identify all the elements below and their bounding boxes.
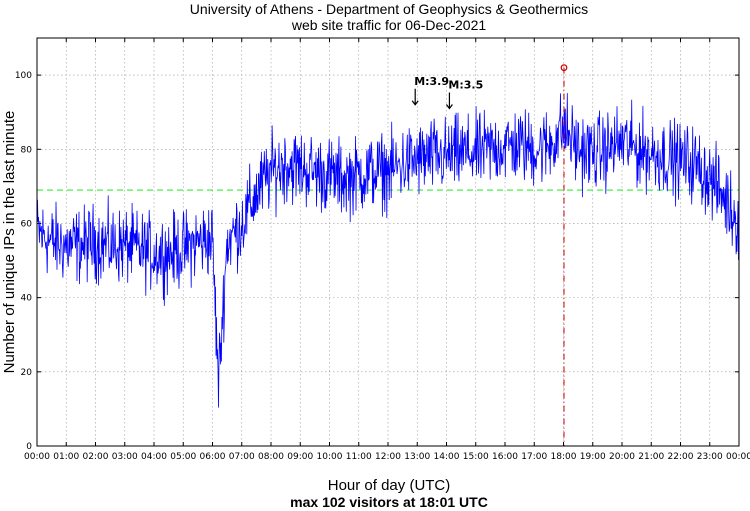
chart-title: University of Athens - Department of Geo… xyxy=(190,1,588,17)
x-tick-label: 05:00 xyxy=(170,452,196,462)
x-tick-label: 19:00 xyxy=(580,452,606,462)
annotation-m35: M:3.5 xyxy=(445,78,483,110)
down-arrow-icon xyxy=(411,88,419,106)
x-tick-label: 00:00 xyxy=(24,452,50,462)
x-tick-label: 20:00 xyxy=(609,452,635,462)
y-tick-label: 20 xyxy=(21,368,33,378)
x-tick-label: 10:00 xyxy=(317,452,343,462)
y-tick-label: 0 xyxy=(26,442,32,452)
x-tick-label: 21:00 xyxy=(638,452,664,462)
x-tick-label: 07:00 xyxy=(229,452,255,462)
x-tick-label: 15:00 xyxy=(463,452,489,462)
x-tick-label: 00:00 xyxy=(726,452,750,462)
x-tick-label: 22:00 xyxy=(668,452,694,462)
x-tick-label: 06:00 xyxy=(200,452,226,462)
y-tick-label: 40 xyxy=(21,294,33,304)
max-visitors-footer: max 102 visitors at 18:01 UTC xyxy=(290,494,488,510)
x-tick-label: 09:00 xyxy=(287,452,313,462)
x-tick-label: 01:00 xyxy=(53,452,79,462)
annotation-label: M:3.9 xyxy=(414,75,449,88)
annotation-m39: M:3.9 xyxy=(411,75,449,106)
down-arrow-icon xyxy=(445,92,453,110)
x-tick-label: 03:00 xyxy=(112,452,138,462)
y-axis-ticks: 0 20 40 60 80 100 xyxy=(15,71,739,452)
y-tick-label: 80 xyxy=(21,145,33,155)
y-tick-label: 60 xyxy=(21,219,33,229)
series-line xyxy=(36,93,740,408)
max-point-marker xyxy=(560,64,568,72)
x-axis-label: Hour of day (UTC) xyxy=(328,477,451,494)
x-tick-label: 11:00 xyxy=(346,452,372,462)
x-tick-label: 13:00 xyxy=(404,452,430,462)
y-tick-label: 100 xyxy=(15,71,32,81)
x-tick-label: 12:00 xyxy=(375,452,401,462)
x-tick-label: 02:00 xyxy=(83,452,109,462)
x-tick-label: 17:00 xyxy=(521,452,547,462)
annotation-label: M:3.5 xyxy=(448,78,483,91)
x-tick-label: 08:00 xyxy=(258,452,284,462)
x-tick-label: 16:00 xyxy=(492,452,518,462)
x-axis-ticks: 00:00 01:00 02:00 03:00 04:00 05:00 06:00 07:00… xyxy=(24,38,750,462)
x-tick-label: 14:00 xyxy=(434,452,460,462)
y-axis-label: Number of unique IPs in the last minute xyxy=(1,111,18,374)
chart-subtitle: web site traffic for 06-Dec-2021 xyxy=(291,17,486,33)
x-tick-label: 18:00 xyxy=(551,452,577,462)
x-tick-label: 23:00 xyxy=(697,452,723,462)
plot-frame xyxy=(36,37,740,447)
x-tick-label: 04:00 xyxy=(141,452,167,462)
